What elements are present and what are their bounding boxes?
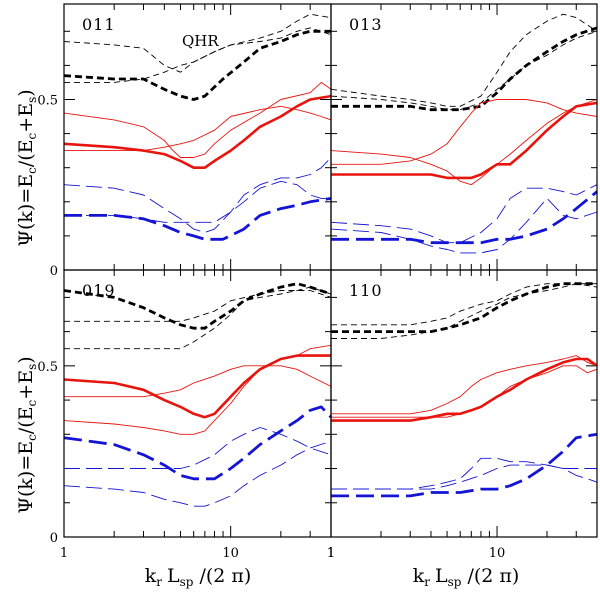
series-110-blue-thin-b [331, 464, 598, 490]
series-013-red-thin-a [330, 99, 598, 186]
series-013-red-thin-b [331, 99, 598, 165]
ylabel-plus: +E [15, 370, 37, 400]
series-019-red-thin-b [64, 365, 332, 398]
ylabel-sub-c2: c [25, 399, 39, 406]
panel-label: 019 [82, 281, 116, 300]
series-011-red-thin-b [64, 105, 332, 152]
panel-011: 011 0 0.5 [37, 3, 332, 279]
ylabel-plus: +E [15, 103, 37, 133]
series-019-blue-thin-a [64, 427, 332, 469]
x-axis-label-right: kr Lsp/(2 π) [413, 565, 520, 589]
ylabel-sub-c: c [25, 434, 39, 441]
svg-text:Ψ(k)=Ec/(Ec+Es): Ψ(k)=Ec/(Ec+Es) [15, 89, 39, 246]
y-axis-label-bottom: Ψ(k)=Ec/(Ec+Es) [15, 356, 39, 513]
x-axis-label-left: kr Lsp/(2 π) [145, 565, 252, 589]
ylabel-mid: /(E [15, 406, 37, 434]
series-013-blue-thick [331, 190, 598, 245]
qhr-annotation: QHR [182, 32, 219, 50]
panel-019: 019 0 0.5 1 10 1 [37, 269, 335, 561]
ylabel-sub-c: c [25, 167, 39, 174]
ylabel-sub-s: s [25, 97, 39, 103]
panel-frame [330, 269, 598, 538]
series-011-red-thick [63, 94, 332, 169]
ylabel-sub-s: s [25, 364, 39, 370]
x-tick-label: 1 [327, 546, 335, 561]
series-011-black-thin-b [64, 27, 332, 83]
series-110-black-thin-a [331, 283, 598, 326]
ylabel-sub-c2: c [25, 132, 39, 139]
panel-label: 011 [82, 15, 116, 34]
x-tick-label: 1 [60, 546, 68, 561]
series-019-blue-thin-b [63, 440, 332, 507]
series-011-blue-thin-a [63, 157, 332, 233]
series-110-black-thick [331, 282, 597, 334]
series-019-red-thin-a [63, 344, 332, 435]
panel-label: 110 [349, 281, 383, 300]
ylabel-pre: Ψ(k)=E [15, 441, 37, 514]
series-110-blue-thick [331, 432, 598, 498]
series-110-red-thin-b [331, 355, 598, 415]
series-110-blue-thin-a [331, 457, 597, 490]
y-tick-label: 0 [50, 531, 58, 546]
ylabel-pre: Ψ(k)=E [15, 174, 37, 247]
y-tick-label: 0 [50, 264, 58, 279]
svg-text:Ψ(k)=Ec/(Ec+Es): Ψ(k)=Ec/(Ec+Es) [15, 356, 39, 513]
series-013-blue-thin-b [330, 197, 598, 254]
series-013-blue-thin-a [330, 184, 598, 244]
series-110-black-thin-b [331, 283, 597, 339]
ylabel-close: ) [15, 356, 37, 363]
series-013-black-thick [331, 26, 598, 112]
series-110-red-thin-a [331, 365, 598, 418]
series-011-red-thin-a [63, 81, 332, 158]
x-tick-label: 10 [489, 546, 506, 561]
ylabel-mid: /(E [15, 139, 37, 167]
x-tick-label: 10 [222, 546, 239, 561]
series-013-red-thick [331, 101, 598, 180]
series-011-blue-thin-b [64, 180, 331, 223]
series-019-black-thin-b [64, 286, 332, 350]
series-013-black-thin-a [330, 13, 598, 107]
y-tick-label: 0.5 [37, 93, 58, 108]
series-019-black-thin-a [64, 290, 332, 322]
x-tick-label: 1 [327, 546, 335, 561]
y-axis-label-top: Ψ(k)=Ec/(Ec+Es) [15, 89, 39, 246]
series-011-black-thick [63, 29, 331, 101]
series-011-blue-thick [64, 197, 332, 241]
panel-013: 013 [330, 3, 598, 271]
ylabel-close: ) [15, 89, 37, 96]
panel-label: 013 [349, 15, 383, 34]
series-013-black-thin-b [330, 30, 598, 111]
y-tick-label: 0.5 [37, 360, 58, 375]
series-019-black-thick [63, 282, 332, 330]
